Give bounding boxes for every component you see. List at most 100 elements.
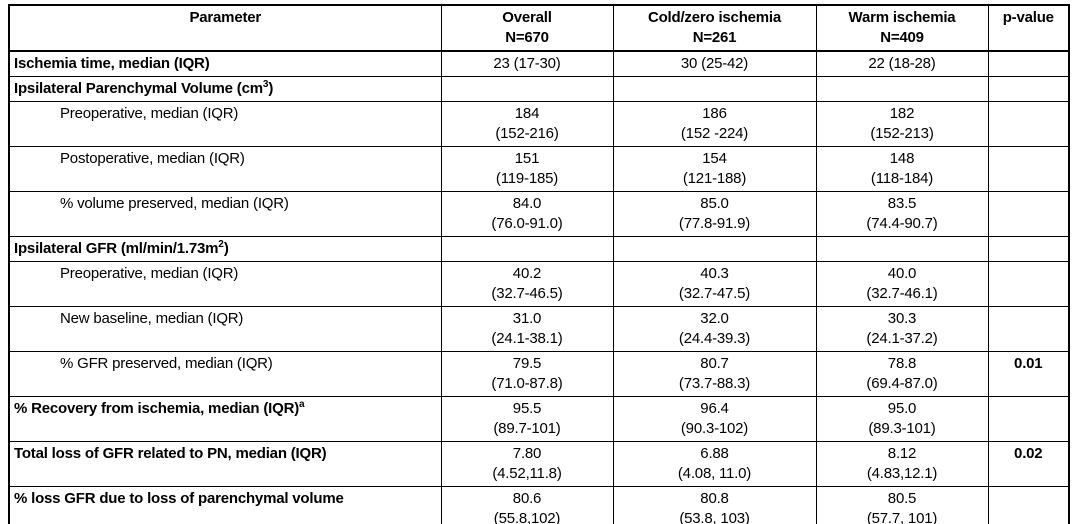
value-line: 6.88 bbox=[700, 445, 729, 462]
pvalue-cell: 0.01 bbox=[987, 351, 1070, 397]
table-row: Ischemia time, median (IQR) 23 (17-30) 30 … bbox=[8, 50, 1070, 77]
value-line: (89.7-101) bbox=[493, 420, 561, 437]
value-line: (24.1-37.2) bbox=[866, 330, 938, 347]
value-line: 32.0 bbox=[700, 310, 729, 327]
column-header-label: Cold/zero ischemia bbox=[647, 9, 782, 26]
parameter-label: Postoperative, median (IQR) bbox=[60, 150, 245, 167]
parameter-label-end: ) bbox=[268, 80, 274, 97]
results-table: Parameter Overall N=670 Cold/zero ischem… bbox=[8, 4, 1070, 524]
overall-cell: 7.80 (4.52,11.8) bbox=[440, 441, 614, 487]
value-line: 80.8 bbox=[700, 490, 729, 507]
value-line: (24.4-39.3) bbox=[678, 330, 751, 347]
pvalue-cell bbox=[987, 396, 1070, 442]
column-header-warm-ischemia: Warm ischemia N=409 bbox=[815, 4, 989, 52]
value-line: (74.4-90.7) bbox=[866, 215, 938, 232]
value-line: 40.3 bbox=[700, 265, 729, 282]
cold-ischemia-cell: 186 (152 -224) bbox=[612, 101, 817, 147]
header-row: Parameter Overall N=670 Cold/zero ischem… bbox=[8, 4, 1070, 52]
value-line: 182 bbox=[889, 105, 915, 122]
value-line: (119-185) bbox=[495, 170, 559, 187]
parameter-cell: New baseline, median (IQR) bbox=[8, 306, 442, 352]
value-line: 85.0 bbox=[700, 195, 729, 212]
pvalue-cell bbox=[987, 76, 1070, 102]
value-line: (73.7-88.3) bbox=[678, 375, 751, 392]
value-line: 30 (25-42) bbox=[680, 55, 749, 72]
table-row: New baseline, median (IQR) 31.0 (24.1-38.1… bbox=[8, 306, 1070, 352]
column-header-overall: Overall N=670 bbox=[440, 4, 614, 52]
value-line: 96.4 bbox=[700, 400, 729, 417]
cold-ischemia-cell: 30 (25-42) bbox=[612, 50, 817, 77]
column-header-cold-ischemia: Cold/zero ischemia N=261 bbox=[612, 4, 817, 52]
value-line: (71.0-87.8) bbox=[491, 375, 563, 392]
value-line: 7.80 bbox=[512, 445, 542, 462]
value-line: (4.08, 11.0) bbox=[677, 465, 752, 482]
warm-ischemia-cell: 40.0 (32.7-46.1) bbox=[815, 261, 989, 307]
warm-ischemia-cell: 80.5 (57.7, 101) bbox=[815, 486, 989, 524]
overall-cell: 151 (119-185) bbox=[440, 146, 614, 192]
warm-ischemia-cell: 95.0 (89.3-101) bbox=[815, 396, 989, 442]
overall-cell: 184 (152-216) bbox=[440, 101, 614, 147]
value-line: 154 bbox=[702, 150, 727, 167]
cold-ischemia-cell: 96.4 (90.3-102) bbox=[612, 396, 817, 442]
parameter-cell: % volume preserved, median (IQR) bbox=[8, 191, 442, 237]
value-line: (57.7, 101) bbox=[866, 510, 938, 524]
parameter-label: Ipsilateral Parenchymal Volume (cm bbox=[14, 80, 263, 97]
cold-ischemia-cell: 32.0 (24.4-39.3) bbox=[612, 306, 817, 352]
pvalue-cell: 0.02 bbox=[987, 441, 1070, 487]
value-line: 79.5 bbox=[512, 355, 542, 372]
parameter-cell: Total loss of GFR related to PN, median … bbox=[8, 441, 442, 487]
parameter-cell: % Recovery from ischemia, median (IQR)a bbox=[8, 396, 442, 442]
cold-ischemia-cell: 80.7 (73.7-88.3) bbox=[612, 351, 817, 397]
parameter-cell: Preoperative, median (IQR) bbox=[8, 261, 442, 307]
warm-ischemia-cell bbox=[815, 76, 989, 102]
table-row: Ipsilateral Parenchymal Volume (cm3) bbox=[8, 76, 1070, 102]
column-header-parameter: Parameter bbox=[8, 4, 442, 52]
pvalue-cell bbox=[987, 486, 1070, 524]
table-row: Preoperative, median (IQR) 40.2 (32.7-46.5… bbox=[8, 261, 1070, 307]
warm-ischemia-cell bbox=[815, 236, 989, 262]
value-line: 80.6 bbox=[512, 490, 542, 507]
parameter-label: Ipsilateral GFR (ml/min/1.73m bbox=[14, 240, 219, 257]
overall-cell: 80.6 (55.8,102) bbox=[440, 486, 614, 524]
value-line: 148 bbox=[889, 150, 915, 167]
warm-ischemia-cell: 148 (118-184) bbox=[815, 146, 989, 192]
column-header-label: p-value bbox=[1002, 9, 1054, 26]
cold-ischemia-cell: 80.8 (53.8, 103) bbox=[612, 486, 817, 524]
value-line: (4.52,11.8) bbox=[492, 465, 562, 482]
cold-ischemia-cell: 6.88 (4.08, 11.0) bbox=[612, 441, 817, 487]
value-line: 23 (17-30) bbox=[493, 55, 561, 72]
value-line: (32.7-46.5) bbox=[491, 285, 563, 302]
parameter-label: Preoperative, median (IQR) bbox=[60, 265, 239, 282]
table-row: % volume preserved, median (IQR) 84.0 (76.… bbox=[8, 191, 1070, 237]
table-row: % GFR preserved, median (IQR) 79.5 (71.0-8… bbox=[8, 351, 1070, 397]
value-line: 40.2 bbox=[512, 265, 542, 282]
parameter-cell: Ipsilateral GFR (ml/min/1.73m2) bbox=[8, 236, 442, 262]
value-line: (32.7-46.1) bbox=[866, 285, 938, 302]
value-line: 80.5 bbox=[887, 490, 917, 507]
warm-ischemia-cell: 78.8 (69.4-87.0) bbox=[815, 351, 989, 397]
value-line: (53.8, 103) bbox=[679, 510, 750, 524]
value-line: 80.7 bbox=[700, 355, 729, 372]
value-line: (152-216) bbox=[495, 125, 559, 142]
value-line: (152 -224) bbox=[680, 125, 749, 142]
value-line: 40.0 bbox=[887, 265, 917, 282]
column-header-label: Parameter bbox=[189, 9, 262, 26]
warm-ischemia-cell: 30.3 (24.1-37.2) bbox=[815, 306, 989, 352]
superscript-marker: 3 bbox=[262, 79, 269, 90]
column-header-pvalue: p-value bbox=[987, 4, 1070, 52]
value-line: 186 bbox=[702, 105, 727, 122]
parameter-label: % GFR preserved, median (IQR) bbox=[60, 355, 273, 372]
column-header-label: Warm ischemia bbox=[848, 9, 956, 26]
value-line: 30.3 bbox=[887, 310, 917, 327]
value-line: 151 bbox=[514, 150, 540, 167]
value-line: (32.7-47.5) bbox=[678, 285, 751, 302]
value-line: 78.8 bbox=[887, 355, 917, 372]
value-line: 22 (18-28) bbox=[868, 55, 936, 72]
cold-ischemia-cell: 154 (121-188) bbox=[612, 146, 817, 192]
pvalue-cell bbox=[987, 191, 1070, 237]
pvalue-cell bbox=[987, 261, 1070, 307]
pvalue-cell bbox=[987, 101, 1070, 147]
cold-ischemia-cell bbox=[612, 236, 817, 262]
table-row: % Recovery from ischemia, median (IQR)a 9… bbox=[8, 396, 1070, 442]
parameter-cell: % loss GFR due to loss of parenchymal vo… bbox=[8, 486, 442, 524]
